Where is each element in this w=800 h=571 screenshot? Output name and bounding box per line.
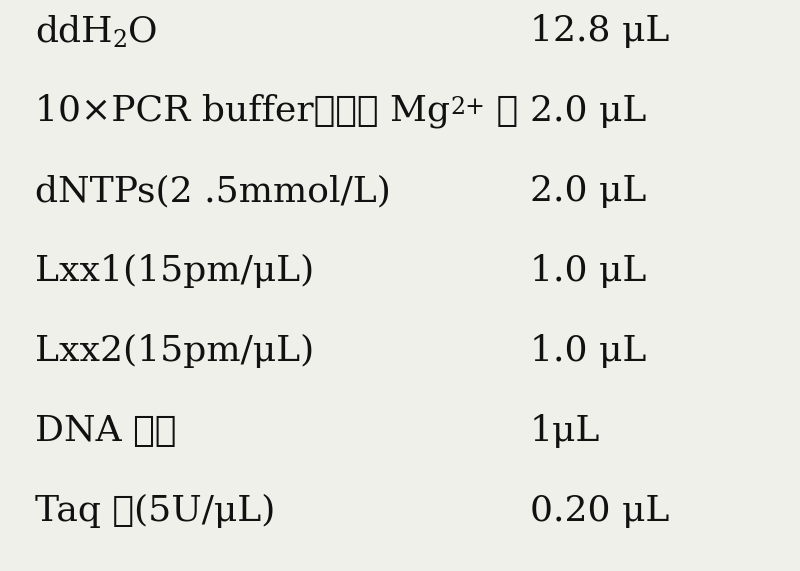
Text: 2.0 μL: 2.0 μL	[530, 174, 646, 208]
Text: 2: 2	[113, 29, 128, 53]
Text: Taq 酶(5U/μL): Taq 酶(5U/μL)	[35, 494, 275, 528]
Text: 10×PCR buffer　（含 Mg: 10×PCR buffer （含 Mg	[35, 94, 450, 128]
Text: ）: ）	[485, 94, 518, 128]
Text: ddH: ddH	[35, 14, 113, 48]
Text: DNA 模板: DNA 模板	[35, 414, 176, 448]
Text: Lxx1(15pm/μL): Lxx1(15pm/μL)	[35, 254, 314, 288]
Text: 1.0 μL: 1.0 μL	[530, 254, 646, 288]
Text: 12.8 μL: 12.8 μL	[530, 14, 670, 48]
Text: O: O	[128, 14, 157, 48]
Text: 1.0 μL: 1.0 μL	[530, 334, 646, 368]
Text: 1μL: 1μL	[530, 414, 600, 448]
Text: 2+: 2+	[450, 96, 485, 119]
Text: 2.0 μL: 2.0 μL	[530, 94, 646, 128]
Text: dNTPs(2 .5mmol/L): dNTPs(2 .5mmol/L)	[35, 174, 391, 208]
Text: Lxx2(15pm/μL): Lxx2(15pm/μL)	[35, 334, 314, 368]
Text: 0.20 μL: 0.20 μL	[530, 494, 670, 528]
